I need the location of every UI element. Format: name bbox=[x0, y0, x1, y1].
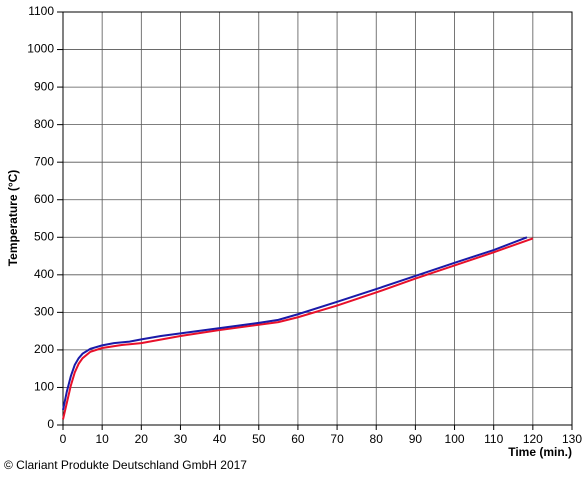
y-tick-label: 1100 bbox=[28, 4, 54, 18]
x-tick-label: 40 bbox=[213, 432, 227, 446]
x-tick-label: 100 bbox=[445, 432, 465, 446]
line-series bbox=[62, 237, 534, 420]
y-tick-label: 1000 bbox=[27, 42, 54, 56]
x-tick-label: 120 bbox=[523, 432, 543, 446]
x-tick-label: 70 bbox=[330, 432, 344, 446]
y-tick-label: 0 bbox=[47, 417, 54, 431]
y-tick-label: 400 bbox=[34, 267, 54, 281]
plot-frame bbox=[62, 11, 573, 426]
y-tick-label: 600 bbox=[34, 192, 54, 206]
y-tick-label: 200 bbox=[34, 342, 54, 356]
y-tick-label: 300 bbox=[34, 305, 54, 319]
y-tick-label: 700 bbox=[34, 154, 54, 168]
x-tick-label: 50 bbox=[252, 432, 266, 446]
x-tick-label: 90 bbox=[409, 432, 423, 446]
y-tick-label: 800 bbox=[34, 117, 54, 131]
x-tick-label: 110 bbox=[484, 432, 503, 446]
y-tick-label: 900 bbox=[34, 79, 54, 93]
y-tick-label: 500 bbox=[34, 229, 54, 243]
x-tick-label: 80 bbox=[370, 432, 384, 446]
x-tick-label: 10 bbox=[95, 432, 109, 446]
x-tick-label: 60 bbox=[291, 432, 305, 446]
x-tick-label: 20 bbox=[135, 432, 149, 446]
y-axis-label: Temperature (°C) bbox=[6, 170, 20, 267]
x-tick-label: 130 bbox=[562, 432, 582, 446]
line-series bbox=[62, 236, 528, 411]
y-tick-label: 100 bbox=[34, 380, 54, 394]
x-tick-label: 30 bbox=[174, 432, 188, 446]
x-axis-label: Time (min.) bbox=[508, 445, 572, 459]
x-tick-label: 0 bbox=[60, 432, 67, 446]
footnote: © Clariant Produkte Deutschland GmbH 201… bbox=[4, 458, 247, 472]
